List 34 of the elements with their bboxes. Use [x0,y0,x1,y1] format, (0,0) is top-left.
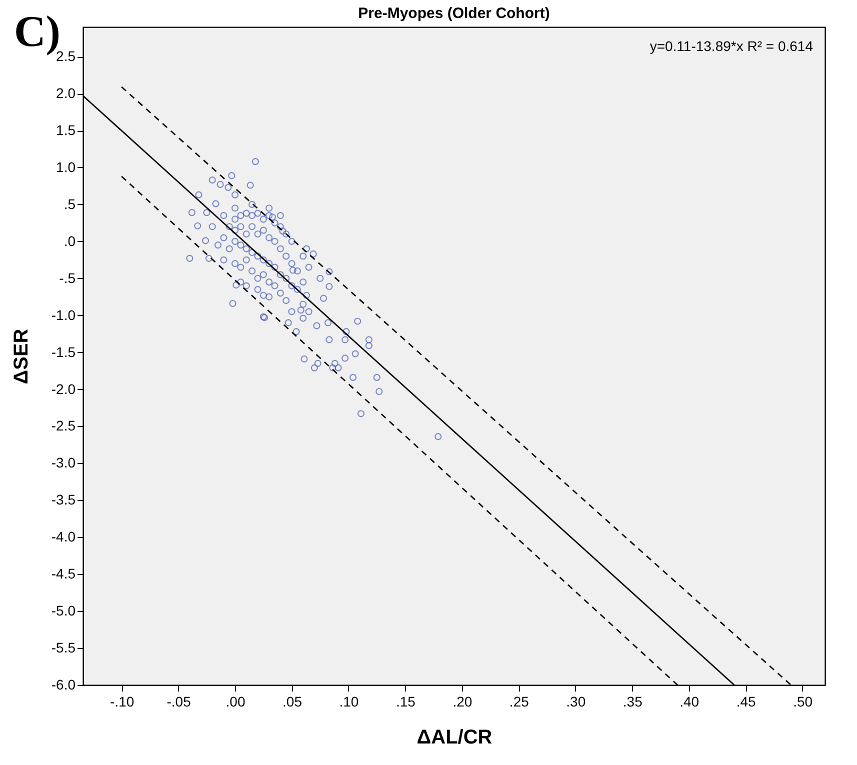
x-tick-label: .30 [566,694,586,710]
y-tick-label: -4.5 [51,566,76,582]
x-tick-label: .45 [736,694,756,710]
y-tick-label: 1.5 [56,122,76,138]
y-tick-label: -6.0 [51,676,76,692]
y-tick-label: -4.0 [51,528,76,545]
x-tick-label: -.10 [110,694,134,710]
y-tick-label: -3.5 [51,492,76,508]
y-tick-label: -2.5 [51,418,76,434]
x-tick-label: .20 [452,694,472,710]
annotation: y=0.11-13.89*x R² = 0.614 [650,38,814,54]
x-tick-label: .15 [396,694,416,710]
y-tick-label: -5.0 [51,602,76,619]
y-tick-label: .5 [64,196,76,212]
x-tick-label: .00 [226,694,246,710]
x-tick-label: .50 [793,694,813,710]
x-tick-label: .25 [509,694,530,710]
x-tick-label: .05 [282,694,302,710]
y-tick-label: -1.5 [51,344,76,360]
x-tick-label: -.05 [166,694,192,710]
y-tick-label: -1.0 [51,306,76,323]
x-tick-label: .40 [680,694,700,710]
y-tick-label: -2.0 [51,380,76,397]
y-tick-label: 1.0 [56,158,76,175]
y-tick-label: -5.5 [51,640,76,656]
chart-title: Pre-Myopes (Older Cohort) [358,5,550,22]
y-tick-label: -.5 [59,270,76,286]
y-tick-label: 2.0 [56,85,76,102]
y-tick-label: .0 [64,232,76,249]
y-tick-label: -3.0 [51,454,76,471]
y-axis-title: ΔSER [10,328,32,384]
x-tick-label: .35 [622,694,643,710]
x-axis-title: ΔAL/CR [416,726,493,748]
x-tick-label: .10 [339,694,359,710]
